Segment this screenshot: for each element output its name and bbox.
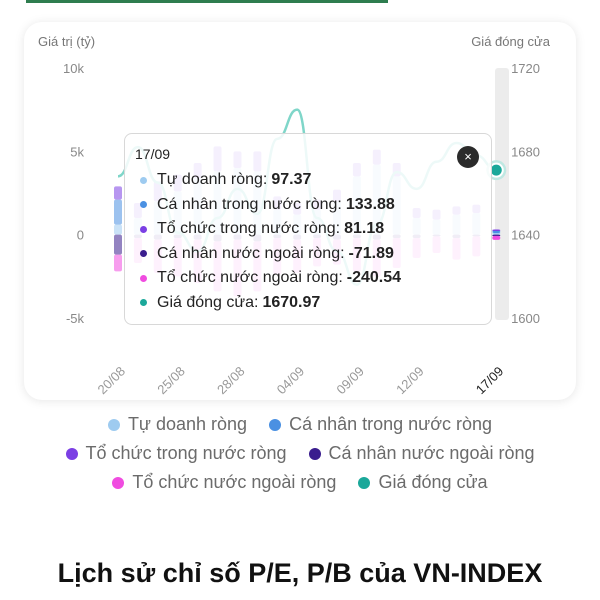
tooltip-rows: Tự doanh ròng: 97.37 Cá nhân trong nước rò… [135,168,477,315]
legend-label: Tổ chức nước ngoài ròng [132,472,337,492]
y-right-axis-label: Giá đóng cửa [471,34,551,49]
legend-item[interactable]: Tổ chức trong nước ròng [65,443,287,464]
series-dot-icon [140,274,147,282]
y-right-tick-label: 1640 [511,228,540,243]
y-left-tick-label: 5k [70,144,84,159]
legend-label: Cá nhân nước ngoài ròng [328,443,535,463]
bar-segment [114,186,122,200]
legend-label: Cá nhân trong nước ròng [289,414,493,434]
legend-item[interactable]: Tự doanh ròng [107,414,248,435]
bar-segment [492,233,501,235]
tooltip-row-label: Cá nhân trong nước ròng: [157,195,342,213]
y-right-tick-label: 1680 [511,144,540,159]
legend-dot-icon [308,447,321,460]
tooltip-row-label: Tổ chức trong nước ròng: [157,220,341,237]
bar-segment [114,234,122,255]
chart-card: Giá trị (tỷ) Giá đóng cửa 10k 5k 0 -5k 1720 168… [24,22,576,400]
legend-line: Tổ chức trong nước ròng Cá nhân nước ngoà… [0,439,600,468]
x-tick-label: 09/09 [333,364,367,398]
legend-label: Tổ chức trong nước ròng [85,443,287,463]
x-tick-label: 17/09 [473,364,507,398]
legend-dot-icon [107,418,120,431]
legend-line: Tự doanh ròng Cá nhân trong nước ròng [0,410,600,439]
bar-segment [114,224,122,235]
series-dot-icon [140,201,147,209]
tooltip-row-value: 133.88 [345,195,395,213]
bar-segment [492,229,501,231]
tooltip-row-value: -71.89 [348,244,394,262]
x-tick-label: 04/09 [274,364,308,398]
x-tick-label: 28/08 [214,364,248,398]
y-left-tick-label: 10k [63,61,84,76]
y-left-tick-label: -5k [66,311,85,326]
tooltip-close-button[interactable]: × [457,146,479,168]
tooltip-row: Tự doanh ròng: 97.37 [135,168,477,193]
section-title: Lịch sử chỉ số P/E, P/B của VN-INDEX [57,558,543,588]
tooltip-row: Tổ chức trong nước ròng: 81.18 [135,217,477,242]
legend-label: Giá đóng cửa [378,472,488,492]
tooltip-row: Giá đóng cửa: 1670.97 [135,291,477,316]
legend-dot-icon [65,447,78,460]
y-left-tick-label: 0 [77,228,84,243]
tooltip-date: 17/09 [135,146,171,162]
legend-item[interactable]: Tổ chức nước ngoài ròng [112,472,336,493]
y-right-tick-label: 1720 [511,61,540,76]
tooltip-row: Cá nhân nước ngoài ròng: -71.89 [135,242,477,267]
legend-line: Tổ chức nước ngoài ròng Giá đóng cửa [0,468,600,497]
y-right-tick-label: 1600 [511,311,540,326]
tooltip-row: Tổ chức nước ngoài ròng: -240.54 [135,266,477,291]
tooltip-row-value: 1670.97 [262,293,321,311]
tooltip-row-value: 81.18 [344,220,385,237]
tooltip-row-label: Tổ chức nước ngoài ròng: [157,269,343,286]
chart-legend: Tự doanh ròng Cá nhân trong nước ròng Tổ c… [0,410,600,497]
tooltip-row-label: Cá nhân nước ngoài ròng: [157,244,345,262]
legend-label: Tự doanh ròng [127,414,248,434]
legend-dot-icon [358,476,371,489]
tooltip-row-value: -240.54 [346,269,402,286]
chart-tooltip: 17/09 Tự doanh ròng: 97.37 Cá nhân trong n… [124,133,492,325]
series-dot-icon [140,225,147,233]
legend-item[interactable]: Cá nhân trong nước ròng [269,414,492,435]
series-dot-icon [140,250,147,258]
bar-segment [492,235,501,240]
hover-highlight-column [495,68,509,320]
bar-segment [114,254,122,272]
tooltip-row-value: 97.37 [271,171,312,188]
tooltip-row-label: Giá đóng cửa: [157,293,259,311]
x-tick-label: 12/09 [393,364,427,398]
y-left-axis-label: Giá trị (tỷ) [38,34,95,49]
tooltip-row: Cá nhân trong nước ròng: 133.88 [135,193,477,218]
tooltip-row-label: Tự doanh ròng: [157,171,268,188]
series-dot-icon [140,176,147,184]
bar-segment [492,230,501,234]
legend-item[interactable]: Cá nhân nước ngoài ròng [308,443,535,464]
bar-segment [492,234,501,237]
legend-item[interactable]: Giá đóng cửa [358,472,488,493]
top-accent-bar [26,0,388,3]
legend-dot-icon [112,476,125,489]
x-tick-label: 20/08 [95,364,129,398]
legend-dot-icon [269,418,282,431]
series-dot-icon [140,299,147,307]
bar-segment [114,199,122,225]
x-tick-label: 25/08 [154,364,188,398]
